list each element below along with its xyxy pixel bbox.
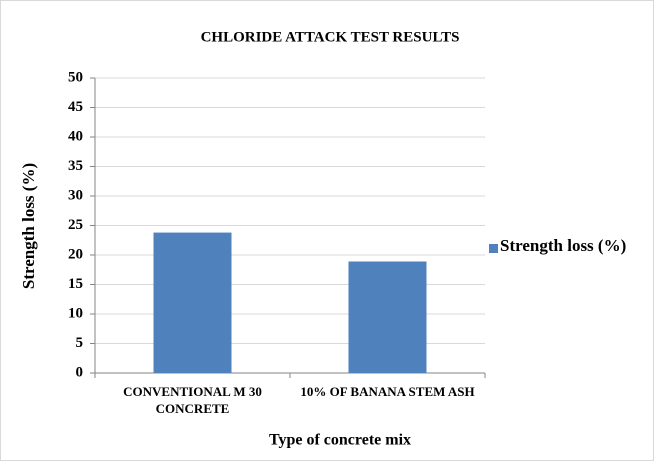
bar xyxy=(153,232,232,373)
chart-title: CHLORIDE ATTACK TEST RESULTS xyxy=(201,29,460,45)
x-tick-label: 10% OF BANANA STEM ASH xyxy=(300,384,475,399)
y-tick-label: 20 xyxy=(68,246,83,262)
legend-label: Strength loss (%) xyxy=(500,236,627,255)
x-tick-label: CONVENTIONAL M 30 CONCRETE xyxy=(123,384,262,416)
y-tick-label: 30 xyxy=(68,187,83,203)
y-tick-label: 10 xyxy=(68,305,83,321)
legend-label-box: Strength loss (%) xyxy=(500,236,627,255)
y-tick-label: 0 xyxy=(76,364,84,380)
y-tick-label: 25 xyxy=(68,217,83,233)
legend-swatch xyxy=(489,244,498,253)
y-tick-label: 35 xyxy=(68,158,83,174)
y-axis-label: Strength loss (%) xyxy=(19,163,38,289)
y-tick-label: 40 xyxy=(68,128,83,144)
x-tick-label-box: 10% OF BANANA STEM ASH xyxy=(300,384,475,399)
y-tick-label: 15 xyxy=(68,276,83,292)
x-tick-label-box: CONVENTIONAL M 30 CONCRETE xyxy=(123,384,262,416)
bar xyxy=(348,261,427,373)
y-tick-label: 5 xyxy=(76,335,84,351)
y-tick-label: 50 xyxy=(68,69,83,85)
x-axis-label: Type of concrete mix xyxy=(269,432,411,449)
y-tick-label: 45 xyxy=(68,99,83,115)
